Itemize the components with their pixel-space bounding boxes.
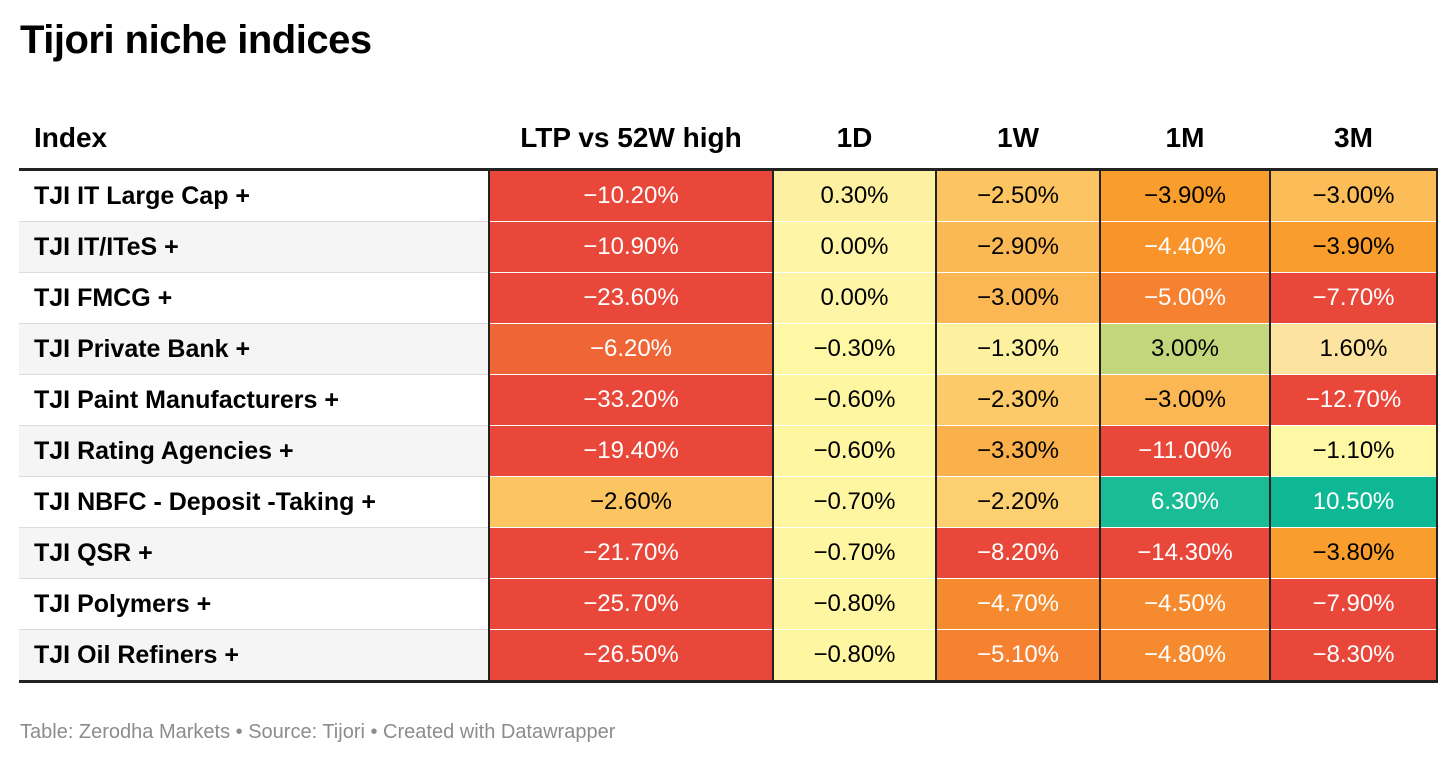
cell-1d: −0.60% bbox=[772, 374, 937, 426]
cell-1d: 0.30% bbox=[772, 169, 937, 222]
table-body: TJI IT Large Cap + −10.20% 0.30% −2.50% −3.9… bbox=[19, 169, 1438, 683]
cell-1d: −0.80% bbox=[772, 629, 937, 683]
row-label: TJI Polymers + bbox=[19, 578, 489, 630]
cell-1d: 0.00% bbox=[772, 221, 937, 273]
cell-1m: −14.30% bbox=[1099, 527, 1271, 579]
column-header-1d[interactable]: 1D bbox=[773, 108, 936, 171]
cell-3m: −3.90% bbox=[1269, 221, 1438, 273]
heatmap-table: Index LTP vs 52W high 1D 1W 1M 3M TJI IT… bbox=[19, 108, 1438, 683]
column-header-index[interactable]: Index bbox=[19, 108, 489, 171]
cell-ltp-vs-52w-high: −25.70% bbox=[488, 578, 774, 630]
cell-1m: −11.00% bbox=[1099, 425, 1271, 477]
cell-ltp-vs-52w-high: −19.40% bbox=[488, 425, 774, 477]
cell-ltp-vs-52w-high: −2.60% bbox=[488, 476, 774, 528]
cell-1m: −4.50% bbox=[1099, 578, 1271, 630]
cell-1w: −5.10% bbox=[935, 629, 1101, 683]
column-header-3m[interactable]: 3M bbox=[1270, 108, 1437, 171]
chart-title: Tijori niche indices bbox=[20, 18, 372, 62]
row-label: TJI Paint Manufacturers + bbox=[19, 374, 489, 426]
cell-ltp-vs-52w-high: −26.50% bbox=[488, 629, 774, 683]
table-row: TJI QSR + −21.70% −0.70% −8.20% −14.30% −3.80… bbox=[19, 527, 1438, 579]
table-row: TJI Rating Agencies + −19.40% −0.60% −3.30%… bbox=[19, 425, 1438, 477]
cell-1w: −1.30% bbox=[935, 323, 1101, 375]
row-label: TJI IT Large Cap + bbox=[19, 169, 489, 222]
cell-1w: −8.20% bbox=[935, 527, 1101, 579]
cell-3m: −3.00% bbox=[1269, 169, 1438, 222]
column-header-1m[interactable]: 1M bbox=[1100, 108, 1270, 171]
cell-3m: −7.90% bbox=[1269, 578, 1438, 630]
cell-1m: 3.00% bbox=[1099, 323, 1271, 375]
cell-1m: 6.30% bbox=[1099, 476, 1271, 528]
row-label: TJI IT/ITeS + bbox=[19, 221, 489, 273]
table-row: TJI Private Bank + −6.20% −0.30% −1.30% 3.00… bbox=[19, 323, 1438, 375]
cell-1m: −5.00% bbox=[1099, 272, 1271, 324]
cell-1w: −2.90% bbox=[935, 221, 1101, 273]
column-header-ltp-vs-52w-high[interactable]: LTP vs 52W high bbox=[489, 108, 773, 171]
cell-1w: −2.20% bbox=[935, 476, 1101, 528]
cell-ltp-vs-52w-high: −33.20% bbox=[488, 374, 774, 426]
row-label: TJI Private Bank + bbox=[19, 323, 489, 375]
row-label: TJI NBFC - Deposit -Taking + bbox=[19, 476, 489, 528]
cell-1w: −3.30% bbox=[935, 425, 1101, 477]
cell-3m: −12.70% bbox=[1269, 374, 1438, 426]
cell-3m: −8.30% bbox=[1269, 629, 1438, 683]
cell-1d: −0.60% bbox=[772, 425, 937, 477]
row-label: TJI Rating Agencies + bbox=[19, 425, 489, 477]
cell-3m: 1.60% bbox=[1269, 323, 1438, 375]
table-row: TJI Paint Manufacturers + −33.20% −0.60% −2… bbox=[19, 374, 1438, 426]
cell-1d: −0.80% bbox=[772, 578, 937, 630]
header-row: Index LTP vs 52W high 1D 1W 1M 3M bbox=[19, 108, 1437, 171]
table-row: TJI Polymers + −25.70% −0.80% −4.70% −4.50% −… bbox=[19, 578, 1438, 630]
row-label: TJI QSR + bbox=[19, 527, 489, 579]
cell-3m: 10.50% bbox=[1269, 476, 1438, 528]
cell-3m: −1.10% bbox=[1269, 425, 1438, 477]
table-row: TJI NBFC - Deposit -Taking + −2.60% −0.70%… bbox=[19, 476, 1438, 528]
column-header-1w[interactable]: 1W bbox=[936, 108, 1100, 171]
table-row: TJI IT Large Cap + −10.20% 0.30% −2.50% −3.9… bbox=[19, 169, 1438, 222]
table-row: TJI IT/ITeS + −10.90% 0.00% −2.90% −4.40% −3.… bbox=[19, 221, 1438, 273]
cell-1m: −4.80% bbox=[1099, 629, 1271, 683]
cell-ltp-vs-52w-high: −6.20% bbox=[488, 323, 774, 375]
cell-3m: −3.80% bbox=[1269, 527, 1438, 579]
cell-1d: −0.70% bbox=[772, 527, 937, 579]
cell-ltp-vs-52w-high: −10.20% bbox=[488, 169, 774, 222]
cell-1w: −2.50% bbox=[935, 169, 1101, 222]
cell-1w: −3.00% bbox=[935, 272, 1101, 324]
cell-ltp-vs-52w-high: −23.60% bbox=[488, 272, 774, 324]
cell-1d: 0.00% bbox=[772, 272, 937, 324]
table-row: TJI Oil Refiners + −26.50% −0.80% −5.10% −4.… bbox=[19, 629, 1438, 683]
cell-1m: −3.00% bbox=[1099, 374, 1271, 426]
cell-1d: −0.70% bbox=[772, 476, 937, 528]
cell-1d: −0.30% bbox=[772, 323, 937, 375]
cell-1w: −4.70% bbox=[935, 578, 1101, 630]
cell-ltp-vs-52w-high: −21.70% bbox=[488, 527, 774, 579]
source-footer: Table: Zerodha Markets • Source: Tijori … bbox=[20, 721, 616, 743]
cell-1w: −2.30% bbox=[935, 374, 1101, 426]
row-label: TJI FMCG + bbox=[19, 272, 489, 324]
cell-ltp-vs-52w-high: −10.90% bbox=[488, 221, 774, 273]
cell-3m: −7.70% bbox=[1269, 272, 1438, 324]
cell-1m: −4.40% bbox=[1099, 221, 1271, 273]
table-row: TJI FMCG + −23.60% 0.00% −3.00% −5.00% −7.70% bbox=[19, 272, 1438, 324]
cell-1m: −3.90% bbox=[1099, 169, 1271, 222]
row-label: TJI Oil Refiners + bbox=[19, 629, 489, 683]
